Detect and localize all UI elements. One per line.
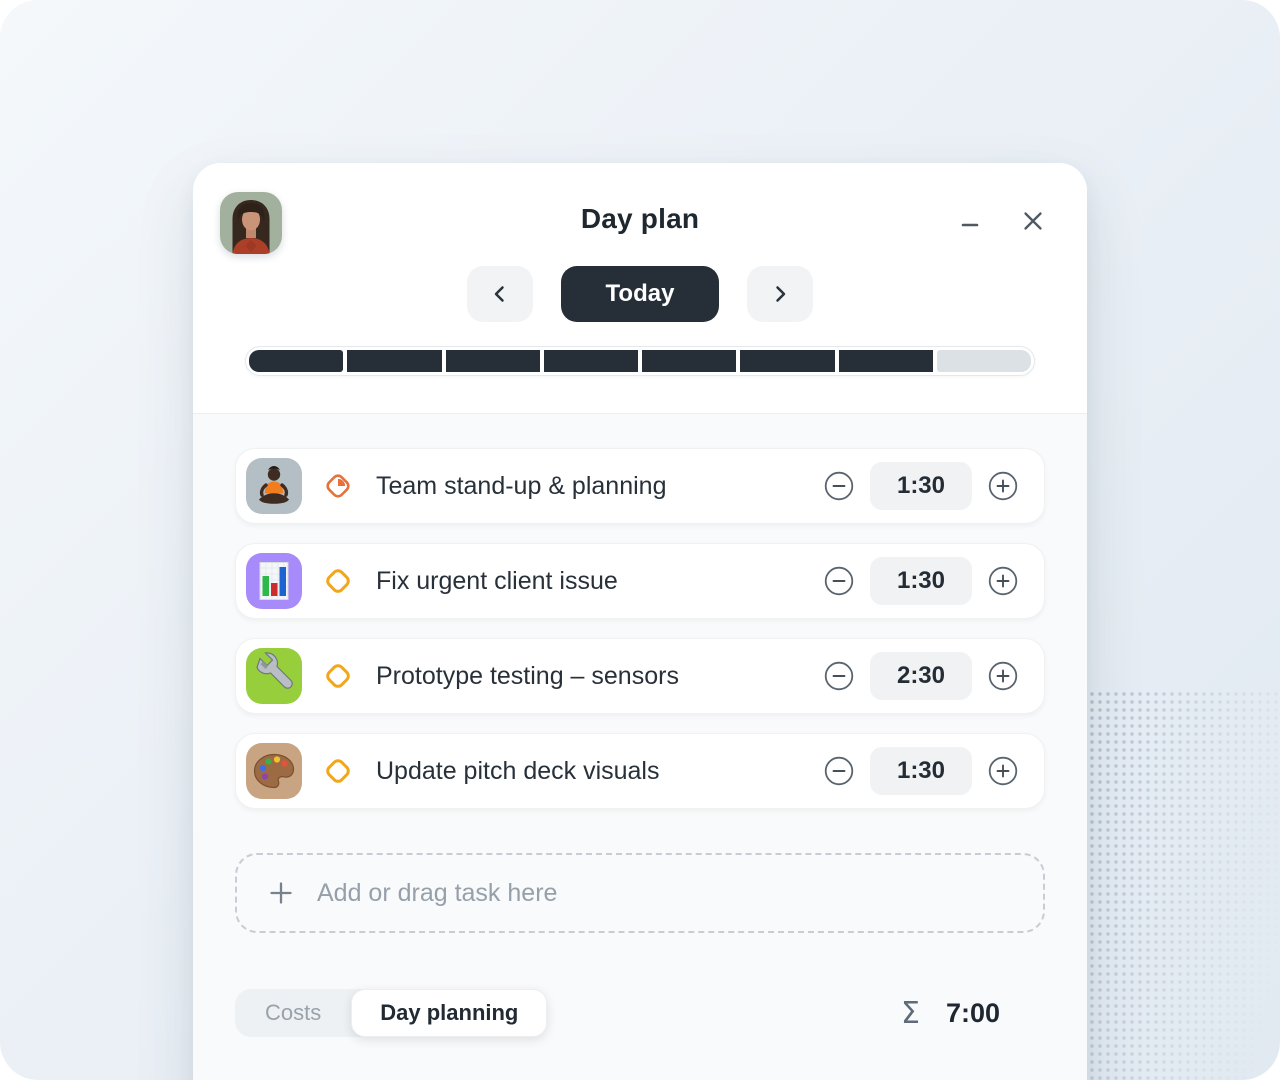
progress-segment-filled — [740, 350, 835, 372]
user-avatar[interactable] — [220, 192, 282, 254]
bar-chart-emoji-icon — [246, 553, 302, 609]
task-row[interactable]: Update pitch deck visuals 1:30 — [235, 733, 1045, 809]
progress-segment-filled — [347, 350, 442, 372]
diamond-outline-icon[interactable] — [324, 757, 352, 785]
close-button[interactable] — [1019, 207, 1047, 235]
minus-circle-icon — [824, 471, 854, 501]
meditation-emoji-icon — [246, 458, 302, 514]
decrease-duration-button[interactable] — [824, 756, 854, 786]
progress-segment-filled — [642, 350, 737, 372]
duration-value[interactable]: 1:30 — [870, 557, 972, 605]
view-toggle: Costs Day planning — [235, 989, 548, 1037]
task-label: Team stand-up & planning — [376, 471, 667, 500]
duration-value[interactable]: 1:30 — [870, 462, 972, 510]
close-icon — [1024, 212, 1042, 230]
plus-circle-icon — [988, 566, 1018, 596]
duration-value[interactable]: 1:30 — [870, 747, 972, 795]
task-row[interactable]: Team stand-up & planning 1:30 — [235, 448, 1045, 524]
plus-circle-icon — [988, 756, 1018, 786]
task-label: Prototype testing – sensors — [376, 661, 679, 690]
day-progress-bar — [245, 346, 1035, 376]
plus-circle-icon — [988, 471, 1018, 501]
dot-pattern-decoration — [1080, 690, 1280, 1080]
increase-duration-button[interactable] — [988, 566, 1018, 596]
minus-circle-icon — [824, 566, 854, 596]
header-divider — [193, 413, 1087, 414]
avatar-woman-portrait — [220, 192, 282, 254]
minimize-icon — [961, 223, 979, 227]
progress-segment-filled — [543, 350, 638, 372]
task-row[interactable]: Fix urgent client issue 1:30 — [235, 543, 1045, 619]
task-list-panel: Team stand-up & planning 1:30 — [193, 414, 1087, 1080]
increase-duration-button[interactable] — [988, 661, 1018, 691]
total-duration: Σ 7:00 — [901, 996, 1000, 1031]
chevron-right-icon — [776, 286, 786, 302]
tab-day-planning[interactable]: Day planning — [351, 989, 548, 1037]
progress-segment-filled — [249, 350, 344, 372]
next-day-button[interactable] — [747, 266, 813, 322]
footer: Costs Day planning Σ 7:00 — [235, 989, 1045, 1037]
sigma-icon: Σ — [900, 995, 920, 1031]
window-header: Day plan Tod — [193, 163, 1087, 413]
decrease-duration-button[interactable] — [824, 471, 854, 501]
today-button[interactable]: Today — [561, 266, 719, 322]
window-controls — [957, 207, 1047, 235]
progress-segment-filled — [445, 350, 540, 372]
chevron-left-icon — [494, 286, 504, 302]
day-plan-window: Day plan Tod — [193, 163, 1087, 1080]
duration-stepper: 1:30 — [824, 557, 1018, 605]
add-task-placeholder: Add or drag task here — [317, 878, 558, 907]
duration-value[interactable]: 2:30 — [870, 652, 972, 700]
prev-day-button[interactable] — [467, 266, 533, 322]
duration-stepper: 1:30 — [824, 747, 1018, 795]
diamond-outline-icon[interactable] — [324, 567, 352, 595]
timer-diamond-icon[interactable] — [324, 472, 352, 500]
minus-circle-icon — [824, 756, 854, 786]
palette-emoji-icon — [246, 743, 302, 799]
increase-duration-button[interactable] — [988, 471, 1018, 501]
total-duration-value: 7:00 — [945, 997, 1000, 1028]
decrease-duration-button[interactable] — [824, 566, 854, 596]
decrease-duration-button[interactable] — [824, 661, 854, 691]
progress-segment-empty — [936, 350, 1031, 372]
minus-circle-icon — [824, 661, 854, 691]
plus-circle-icon — [988, 661, 1018, 691]
window-title: Day plan — [580, 203, 700, 234]
task-row[interactable]: Prototype testing – sensors 2:30 — [235, 638, 1045, 714]
progress-segment-filled — [838, 350, 933, 372]
diamond-outline-icon[interactable] — [324, 662, 352, 690]
tab-costs[interactable]: Costs — [235, 989, 351, 1037]
date-navigation: Today — [193, 266, 1087, 322]
increase-duration-button[interactable] — [988, 756, 1018, 786]
minimize-button[interactable] — [957, 207, 985, 235]
wrench-emoji-icon — [246, 648, 302, 704]
task-label: Update pitch deck visuals — [376, 756, 660, 785]
plus-icon — [270, 882, 292, 904]
task-label: Fix urgent client issue — [376, 566, 618, 595]
duration-stepper: 2:30 — [824, 652, 1018, 700]
add-task-dropzone[interactable]: Add or drag task here — [235, 853, 1045, 933]
duration-stepper: 1:30 — [824, 462, 1018, 510]
